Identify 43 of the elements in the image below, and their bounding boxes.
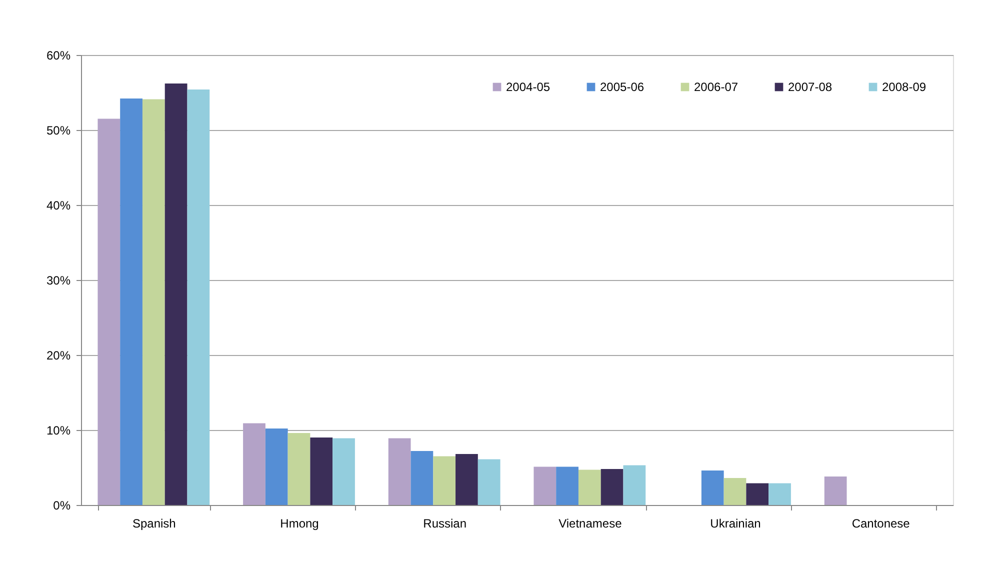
- bar: [824, 476, 847, 505]
- bar: [265, 428, 288, 505]
- bar: [332, 438, 355, 505]
- bar: [142, 99, 165, 505]
- bar: [701, 470, 724, 505]
- bar: [388, 438, 411, 505]
- y-tick-label: 0%: [53, 498, 71, 512]
- y-tick-label: 40%: [46, 198, 71, 212]
- y-tick-label: 20%: [46, 348, 71, 362]
- legend-label: 2006-07: [694, 80, 738, 94]
- bar: [187, 90, 210, 505]
- y-tick-label: 60%: [46, 48, 71, 62]
- bar: [578, 470, 601, 505]
- legend-label: 2008-09: [882, 80, 926, 94]
- bar: [623, 465, 646, 505]
- y-tick-label: 50%: [46, 124, 71, 138]
- bar: [600, 469, 624, 505]
- bar: [288, 433, 310, 505]
- bar: [456, 454, 478, 505]
- y-tick-label: 10%: [46, 424, 71, 438]
- x-tick-label: Ukrainian: [710, 516, 761, 530]
- legend-label: 2004-05: [506, 80, 550, 94]
- y-tick-label: 30%: [46, 274, 71, 288]
- bar: [164, 84, 188, 505]
- bar: [746, 483, 769, 505]
- x-tick-label: Cantonese: [852, 516, 910, 530]
- bar: [410, 451, 434, 505]
- bar: [478, 459, 500, 505]
- bar: [243, 423, 266, 505]
- bar: [556, 466, 578, 505]
- bar: [724, 478, 746, 505]
- x-tick-label: Russian: [423, 516, 467, 530]
- legend-label: 2005-06: [600, 80, 644, 94]
- bar: [534, 466, 556, 505]
- bar: [98, 118, 120, 505]
- x-tick-label: Hmong: [280, 516, 319, 530]
- bar: [310, 438, 333, 505]
- x-tick-label: Vietnamese: [558, 516, 622, 530]
- legend-label: 2007-08: [788, 80, 832, 94]
- x-tick-label: Spanish: [132, 516, 176, 530]
- bar: [120, 98, 142, 505]
- bar: [768, 483, 791, 505]
- bar: [433, 456, 456, 505]
